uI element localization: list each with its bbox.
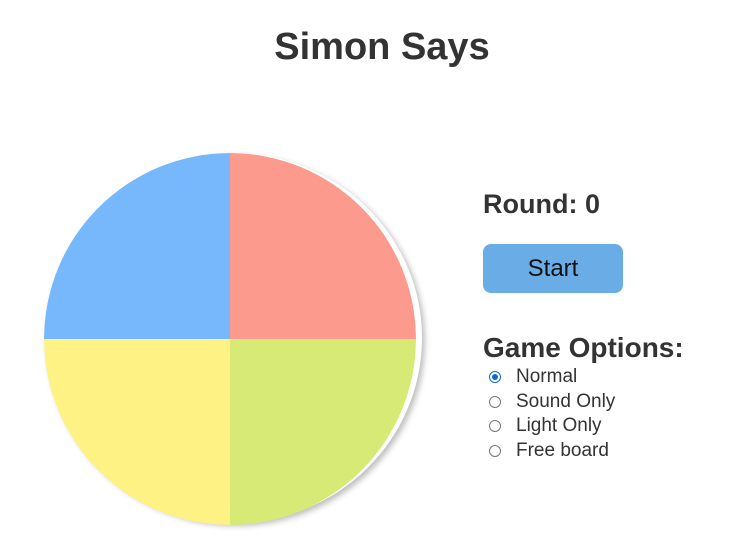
red-pad[interactable] [230,153,416,339]
option-label: Sound Only [516,390,616,412]
board-pads [44,153,416,525]
blue-pad[interactable] [44,153,230,339]
page-title: Simon Says [274,26,490,68]
controls-panel: Round: 0 Start Game Options: Normal Soun… [483,186,733,463]
green-pad[interactable] [230,339,416,525]
option-normal[interactable]: Normal [483,365,733,390]
game-options-heading: Game Options: [483,332,684,363]
radio-light-only[interactable] [489,420,501,433]
option-free-board[interactable]: Free board [483,439,733,464]
option-label: Light Only [516,415,602,437]
option-sound-only[interactable]: Sound Only [483,390,733,415]
simon-board [44,153,422,525]
round-counter: Round: 0 [483,189,600,219]
game-options-list: Normal Sound Only Light Only Free board [483,365,733,463]
radio-sound-only[interactable] [489,395,501,408]
option-light-only[interactable]: Light Only [483,414,733,439]
radio-free-board[interactable] [489,444,501,457]
start-button[interactable]: Start [483,244,623,293]
yellow-pad[interactable] [44,339,230,525]
radio-normal[interactable] [489,371,501,384]
option-label: Free board [516,439,609,461]
option-label: Normal [516,366,578,388]
